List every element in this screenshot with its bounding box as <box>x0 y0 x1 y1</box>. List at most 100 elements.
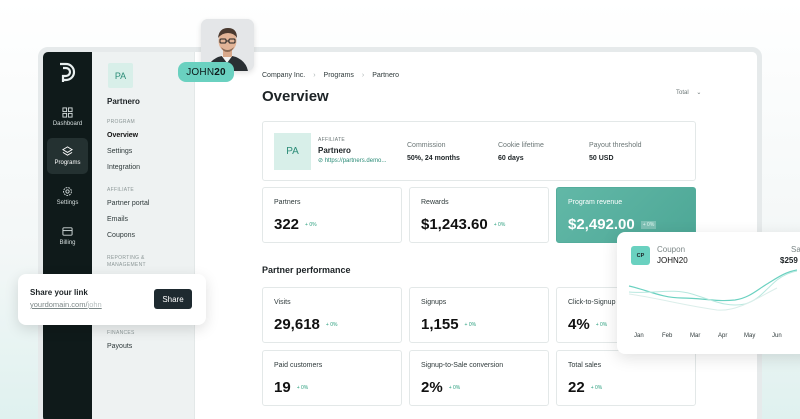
layers-icon <box>62 146 73 156</box>
page-title: Overview <box>262 88 329 105</box>
chevron-down-icon: ⌄ <box>696 90 702 96</box>
nav-payouts[interactable]: Payouts <box>107 343 133 350</box>
share-button[interactable]: Share <box>154 289 192 309</box>
stat-value: 50 USD <box>589 155 614 162</box>
breadcrumb-programs[interactable]: Programs <box>323 72 354 79</box>
metric-total-sales[interactable]: Total sales 22 + 0% <box>556 350 696 406</box>
metric-signup-to-sale[interactable]: Signup-to-Sale conversion 2% + 0% <box>409 350 549 406</box>
rail-programs[interactable]: Programs <box>47 138 88 174</box>
stat-commission: Commission 50%, 24 months <box>407 142 460 162</box>
link-icon: ⊘ <box>318 158 324 164</box>
chevron-right-icon: › <box>361 72 365 79</box>
share-url-domain: yourdomain.com/ <box>30 300 88 309</box>
metric-value: $1,243.60 + 0% <box>421 216 505 233</box>
metric-value: 19 + 0% <box>274 379 308 396</box>
trend-line-primary <box>628 269 798 302</box>
metric-label: Rewards <box>421 199 449 206</box>
metric-number: 22 <box>568 379 585 396</box>
section-program: PROGRAM <box>107 119 135 125</box>
nav-coupons[interactable]: Coupons <box>107 232 136 239</box>
program-name: Partnero <box>107 97 140 106</box>
metric-rewards[interactable]: Rewards $1,243.60 + 0% <box>409 187 549 243</box>
metric-label: Paid customers <box>274 362 323 369</box>
share-link-card: Share your link yourdomain.com/john Shar… <box>18 274 206 325</box>
month-label: Mar <box>690 333 701 339</box>
rail-billing[interactable]: Billing <box>47 218 88 254</box>
share-url[interactable]: yourdomain.com/john <box>30 300 102 309</box>
breadcrumb-current: Partnero <box>372 72 400 79</box>
metric-value: $2,492.00 + 0% <box>568 216 657 233</box>
metric-number: $1,243.60 <box>421 216 488 233</box>
coupon-sales-label: Sa <box>791 245 800 254</box>
metric-number: 322 <box>274 216 300 233</box>
card-icon <box>62 227 73 236</box>
metric-label: Signups <box>421 299 447 306</box>
month-label: Jun <box>772 333 782 339</box>
affiliate-name: Partnero <box>318 146 351 155</box>
metric-signups[interactable]: Signups 1,155 + 0% <box>409 287 549 343</box>
total-select[interactable]: Total ⌄ <box>676 89 701 96</box>
rail-dashboard[interactable]: Dashboard <box>47 99 88 135</box>
nav-overview[interactable]: Overview <box>107 132 139 139</box>
stat-value: 60 days <box>498 155 524 162</box>
nav-integration[interactable]: Integration <box>107 164 141 171</box>
share-url-slug: john <box>87 300 102 309</box>
program-sidebar: PA Partnero PROGRAM Overview Settings In… <box>92 52 195 419</box>
partnero-logo-icon[interactable] <box>57 62 77 84</box>
nav-emails[interactable]: Emails <box>107 216 129 223</box>
affiliate-link[interactable]: ⊘ https://partners.demo... <box>318 157 386 164</box>
metric-label: Program revenue <box>568 199 623 206</box>
nav-partner-portal[interactable]: Partner portal <box>107 200 150 207</box>
coupon-label: Coupon <box>657 245 686 254</box>
coupon-suffix: 20 <box>214 66 226 78</box>
metric-label: Partners <box>274 199 301 206</box>
stat-value: 50%, 24 months <box>407 155 460 162</box>
metric-number: 1,155 <box>421 316 459 333</box>
share-title: Share your link <box>30 288 88 297</box>
metric-value: 22 + 0% <box>568 379 602 396</box>
coupon-code: JOHN20 <box>657 256 688 265</box>
metric-delta: + 0% <box>590 385 603 392</box>
rail-settings[interactable]: Settings <box>47 178 88 214</box>
metric-number: 19 <box>274 379 291 396</box>
month-label: Apr <box>718 333 728 339</box>
coupon-badge: CP <box>631 246 650 265</box>
rail-label: Settings <box>56 200 79 206</box>
program-badge: PA <box>108 63 133 88</box>
breadcrumb-company[interactable]: Company Inc. <box>262 72 306 79</box>
metric-number: 4% <box>568 316 590 333</box>
section-partner-performance: Partner performance <box>262 265 351 275</box>
stat-cookie-lifetime: Cookie lifetime 60 days <box>498 142 544 162</box>
metric-paid-customers[interactable]: Paid customers 19 + 0% <box>262 350 402 406</box>
metric-visits[interactable]: Visits 29,618 + 0% <box>262 287 402 343</box>
affiliate-link-text: https://partners.demo... <box>324 158 387 164</box>
section-reporting: REPORTING & <box>107 255 145 261</box>
month-label: Jan <box>634 333 644 339</box>
stat-label: Commission <box>407 142 446 149</box>
month-label: Feb <box>662 333 673 339</box>
metric-delta: + 0% <box>493 222 506 229</box>
gear-icon <box>63 187 72 196</box>
metric-value: 2% + 0% <box>421 379 460 396</box>
metric-delta: + 0% <box>448 385 461 392</box>
metric-partners[interactable]: Partners 322 + 0% <box>262 187 402 243</box>
affiliate-label: AFFILIATE <box>318 137 346 143</box>
stat-payout-threshold: Payout threshold 50 USD <box>589 142 642 162</box>
breadcrumb: Company Inc. › Programs › Partnero <box>262 72 399 79</box>
affiliate-card: PA AFFILIATE Partnero ⊘ https://partners… <box>262 121 696 181</box>
rail-label: Billing <box>59 240 76 246</box>
metric-value: 322 + 0% <box>274 216 317 233</box>
metric-delta: + 0% <box>640 221 657 230</box>
total-select-value: Total <box>676 90 689 96</box>
nav-settings[interactable]: Settings <box>107 148 133 155</box>
metric-label: Click-to-Signup co <box>568 299 625 306</box>
metric-value: 29,618 + 0% <box>274 316 337 333</box>
icon-rail: Dashboard Programs Settings Billing <box>43 52 92 419</box>
metric-number: $2,492.00 <box>568 216 635 233</box>
coupon-prefix: JOHN <box>186 66 215 78</box>
metric-delta: + 0% <box>296 385 309 392</box>
metric-value: 1,155 + 0% <box>421 316 476 333</box>
coupon-stats-card: CP Coupon JOHN20 Sa $259 Jan Feb Mar Apr… <box>617 232 800 354</box>
grid-icon <box>62 107 73 118</box>
metric-label: Visits <box>274 299 291 306</box>
